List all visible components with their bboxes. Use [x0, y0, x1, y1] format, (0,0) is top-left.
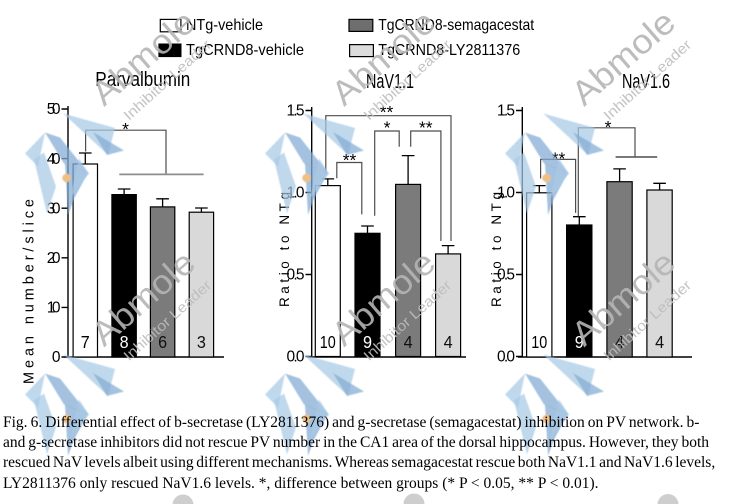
svg-text:Mean number/slice: Mean number/slice	[22, 199, 38, 384]
svg-text:*: *	[122, 119, 129, 139]
svg-text:4: 4	[655, 332, 664, 352]
svg-text:*: *	[384, 117, 391, 137]
svg-text:0.0: 0.0	[497, 349, 515, 366]
svg-text:0.5: 0.5	[287, 267, 305, 284]
svg-text:20: 20	[47, 250, 61, 267]
svg-text:7: 7	[81, 332, 90, 352]
svg-text:Ratio to NTg: Ratio to NTg	[489, 192, 504, 307]
svg-text:50: 50	[47, 101, 61, 118]
svg-text:**: **	[343, 150, 357, 170]
svg-text:1.5: 1.5	[287, 103, 305, 120]
svg-text:NTg-vehicle: NTg-vehicle	[186, 17, 263, 34]
svg-text:0: 0	[52, 349, 61, 366]
svg-text:40: 40	[47, 151, 61, 168]
svg-text:1.0: 1.0	[497, 185, 515, 202]
svg-text:10: 10	[320, 332, 336, 352]
svg-text:6: 6	[158, 332, 167, 352]
svg-text:3: 3	[197, 332, 206, 352]
svg-text:1.5: 1.5	[497, 103, 515, 120]
svg-text:0.5: 0.5	[497, 267, 515, 284]
svg-text:4: 4	[444, 332, 453, 352]
svg-text:9: 9	[363, 332, 372, 352]
svg-text:TgCRND8-vehicle: TgCRND8-vehicle	[186, 42, 304, 59]
svg-text:10: 10	[531, 332, 547, 352]
svg-text:Ratio to NTg: Ratio to NTg	[277, 192, 292, 307]
svg-text:*: *	[605, 117, 612, 137]
svg-text:4: 4	[404, 332, 413, 352]
svg-text:10: 10	[47, 300, 61, 317]
svg-text:**: **	[419, 117, 433, 137]
svg-text:30: 30	[47, 200, 61, 217]
svg-text:0.0: 0.0	[287, 349, 305, 366]
svg-text:8: 8	[120, 332, 129, 352]
